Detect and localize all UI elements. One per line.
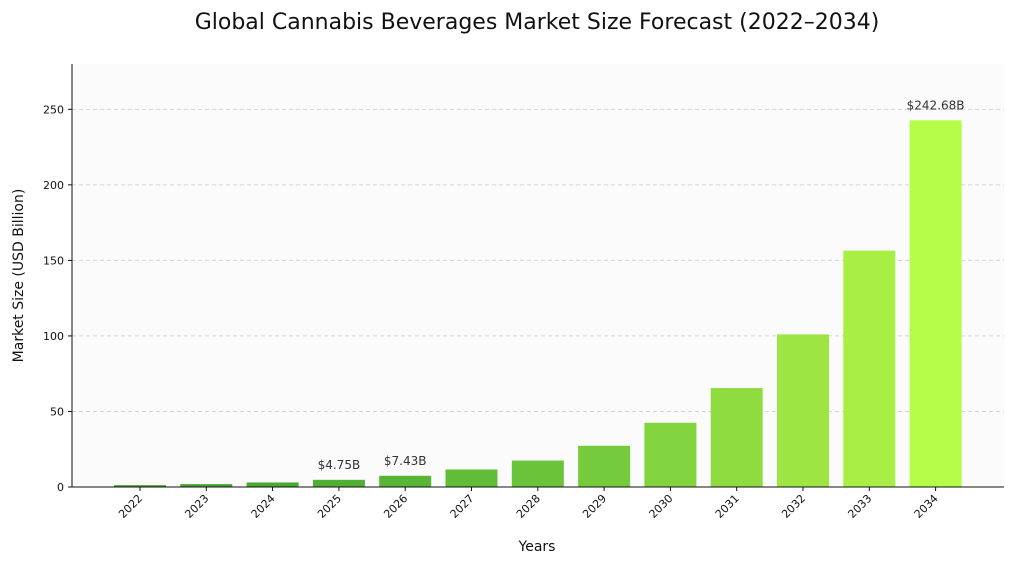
bar-2027 [445,469,498,487]
x-tick-label: 2027 [448,492,477,521]
bar-2029 [578,445,631,487]
grid-lines [72,108,1004,412]
data-labels: $4.75B $7.43B $242.68B [318,98,965,471]
x-tick-label: 2023 [182,492,211,521]
x-tick-label: 2028 [514,492,543,521]
y-tick-label: 0 [57,481,64,494]
x-tick-label: 2033 [845,492,874,521]
bar-2026 [379,475,432,487]
chart-title: Global Cannabis Beverages Market Size Fo… [195,10,880,35]
x-tick-label: 2025 [315,492,344,521]
y-tick-label: 50 [50,405,64,418]
x-tick-label: 2030 [647,492,676,521]
y-ticks: 0 50 100 150 200 250 [43,103,72,494]
bar-2030 [644,422,697,487]
y-tick-label: 200 [43,179,64,192]
y-axis-label: Market Size (USD Billion) [11,189,27,363]
bar-2031 [710,388,763,487]
x-axis-label: Years [518,539,556,555]
x-ticks: 2022 2023 2024 2025 2026 2027 2028 2029 2030 2031… [116,487,941,521]
data-label-2034: $242.68B [907,98,965,112]
bar-2022 [114,485,166,487]
data-label-2026: $7.43B [384,454,427,468]
x-tick-label: 2022 [116,492,145,521]
x-tick-label: 2029 [580,492,609,521]
x-tick-label: 2024 [249,492,278,521]
data-label-2025: $4.75B [318,458,361,472]
x-tick-label: 2031 [713,492,742,521]
bar-2032 [777,334,829,487]
x-tick-label: 2034 [912,492,941,521]
bar-2034 [909,120,962,488]
x-tick-label: 2026 [381,492,410,521]
bars [114,120,962,488]
bar-2023 [180,484,233,487]
y-tick-label: 100 [43,330,64,343]
y-tick-label: 150 [43,254,64,267]
bar-2028 [511,460,564,487]
bar-2025 [312,479,365,487]
x-tick-label: 2032 [779,492,808,521]
bar-2033 [843,250,896,487]
y-tick-label: 250 [43,103,64,116]
bar-2024 [246,482,299,487]
